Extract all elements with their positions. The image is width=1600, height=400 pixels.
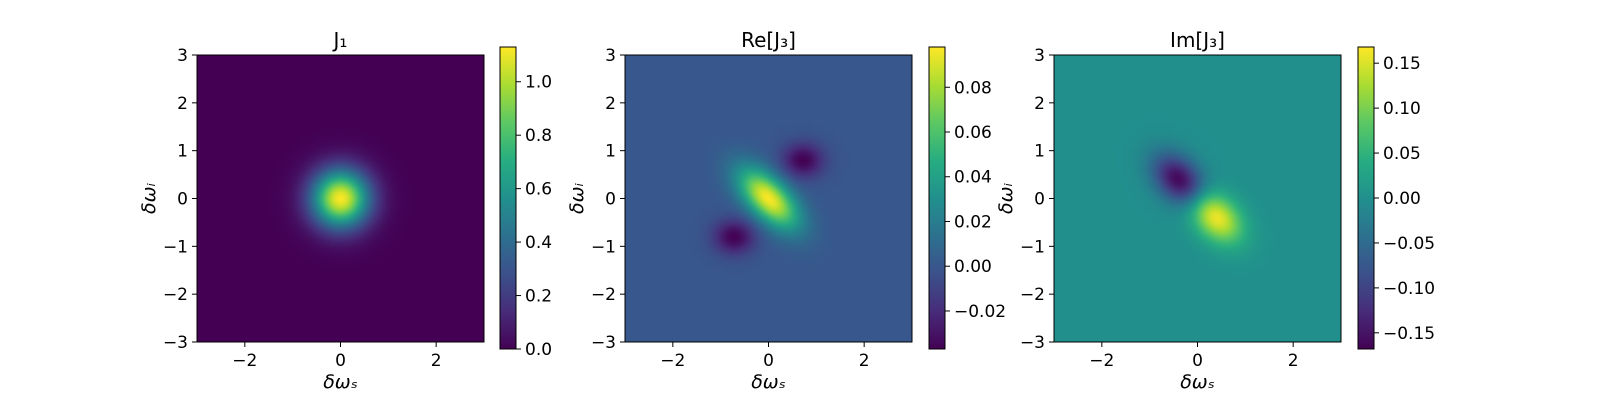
colorbar-tick-label: 0.8 [525,126,552,146]
colorbar-tick-label: 0.00 [954,257,992,277]
heatmap-image [1054,55,1341,342]
colorbar-tick-label: −0.10 [1383,279,1435,299]
colorbar-tick-label: 0.08 [954,78,992,98]
colorbar-tick-label: 0.6 [525,180,552,200]
colorbar-gradient [1357,46,1375,350]
colorbar-tick-label: 0.02 [954,212,992,232]
x-axis-label: δωₛ [751,371,786,393]
y-tick-label: 2 [1034,94,1045,114]
colorbar-gradient [928,46,946,350]
y-tick-label: 0 [177,190,188,210]
heatmap-panel-2: −2 0 2 −3 −2 −1 0 1 2 3 Re[J₃] δωₛ δωᵢ −0.02 0.00 0.02 0… [566,28,1006,393]
y-tick-label: −3 [163,333,188,353]
x-axis-label: δωₛ [1180,371,1215,393]
panel-title: J₁ [332,28,348,52]
colorbar-tick-label: 0.06 [954,123,992,143]
colorbar-tick-label: −0.15 [1383,324,1435,344]
colorbar-tick-label: 0.4 [525,233,552,253]
y-tick-label: 0 [605,190,616,210]
y-tick-label: 3 [1034,46,1045,66]
x-tick-label: −2 [232,351,257,371]
x-tick-label: 2 [431,351,442,371]
y-tick-label: −3 [1020,333,1045,353]
y-tick-label: 3 [177,46,188,66]
y-tick-label: −1 [1020,237,1045,257]
colorbar: −0.15 −0.10 −0.05 0.00 0.05 0.10 0.15 [1357,46,1435,350]
heatmap-panel-1: −2 0 2 −3 −2 −1 0 1 2 3 J₁ δωₛ δωᵢ 0.0 0.2 0.4 0.6 0.8 1.0 [138,28,552,393]
colorbar-tick-label: 0.00 [1383,189,1421,209]
y-tick-label: 1 [605,142,616,162]
y-axis-label: δωᵢ [995,183,1017,214]
y-tick-label: −2 [1020,285,1045,305]
x-tick-label: −2 [660,351,685,371]
y-tick-label: −1 [163,237,188,257]
colorbar-tick-label: 0.15 [1383,54,1421,74]
y-tick-label: 1 [177,142,188,162]
y-tick-label: 3 [605,46,616,66]
colorbar-tick-label: 0.0 [525,340,552,360]
colorbar: 0.0 0.2 0.4 0.6 0.8 1.0 [499,46,552,360]
colorbar-tick-label: −0.05 [1383,234,1435,254]
colorbar-tick-label: 0.04 [954,168,992,188]
y-tick-label: −3 [591,333,616,353]
colorbar-tick-label: 0.10 [1383,99,1421,119]
panel-title: Re[J₃] [741,28,796,52]
y-tick-label: 2 [605,94,616,114]
colorbar-gradient [499,46,517,350]
x-tick-label: 0 [763,351,774,371]
y-axis-label: δωᵢ [138,183,160,214]
y-tick-label: −2 [163,285,188,305]
x-tick-label: 2 [859,351,870,371]
x-tick-label: 2 [1288,351,1299,371]
colorbar-tick-label: −0.02 [954,302,1006,322]
panel-title: Im[J₃] [1170,28,1225,52]
colorbar-tick-label: 0.2 [525,287,552,307]
heatmap-panel-3: −2 0 2 −3 −2 −1 0 1 2 3 Im[J₃] δωₛ δωᵢ −0.15 −0.10 −0.0… [995,28,1435,393]
y-tick-label: −1 [591,237,616,257]
heatmap-image [625,55,912,342]
y-tick-label: 2 [177,94,188,114]
heatmap-image [197,55,484,342]
x-tick-label: −2 [1089,351,1114,371]
y-tick-label: 0 [1034,190,1045,210]
y-tick-label: 1 [1034,142,1045,162]
colorbar-tick-label: 1.0 [525,73,552,93]
y-tick-label: −2 [591,285,616,305]
y-axis-label: δωᵢ [566,183,588,214]
x-tick-label: 0 [1192,351,1203,371]
x-axis-label: δωₛ [323,371,358,393]
x-tick-label: 0 [335,351,346,371]
colorbar: −0.02 0.00 0.02 0.04 0.06 0.08 [928,46,1006,350]
colorbar-tick-label: 0.05 [1383,144,1421,164]
